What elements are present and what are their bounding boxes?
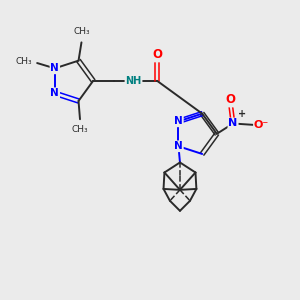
Text: N: N — [50, 88, 59, 98]
Text: O⁻: O⁻ — [254, 120, 269, 130]
Text: O: O — [226, 93, 236, 106]
Text: O: O — [152, 48, 162, 62]
Text: CH₃: CH₃ — [73, 28, 90, 37]
Text: CH₃: CH₃ — [15, 57, 32, 66]
Text: N: N — [50, 63, 59, 73]
Text: +: + — [238, 109, 247, 119]
Text: N: N — [174, 141, 183, 151]
Text: N: N — [174, 116, 183, 126]
Text: NH: NH — [125, 76, 142, 86]
Text: N: N — [228, 118, 238, 128]
Text: CH₃: CH₃ — [72, 125, 88, 134]
